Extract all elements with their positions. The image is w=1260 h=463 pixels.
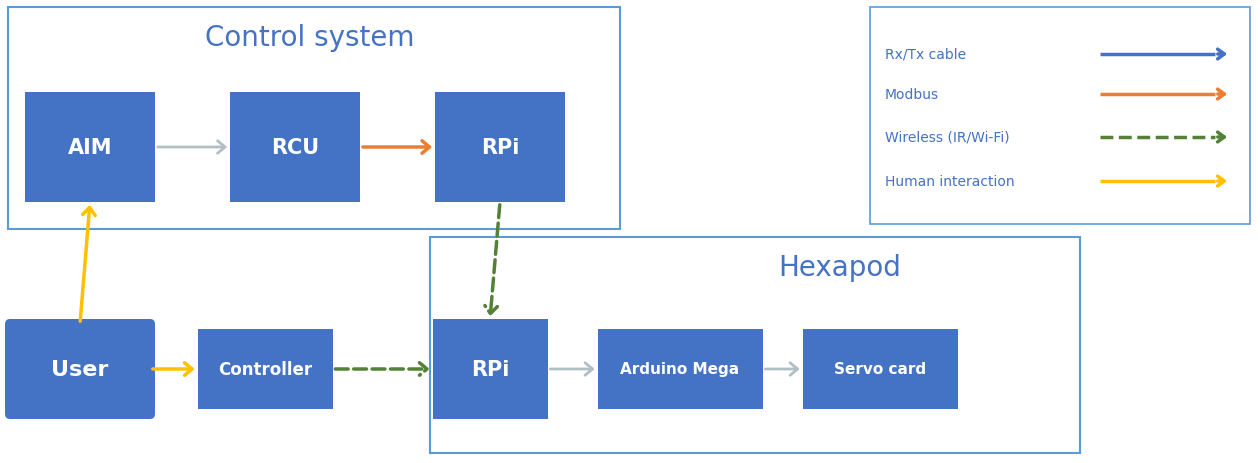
Text: RPi: RPi (471, 359, 509, 379)
Text: Hexapod: Hexapod (779, 253, 901, 282)
Text: Servo card: Servo card (834, 362, 926, 377)
Text: Rx/Tx cable: Rx/Tx cable (885, 48, 966, 62)
FancyBboxPatch shape (231, 93, 360, 202)
Text: Wireless (IR/Wi-Fi): Wireless (IR/Wi-Fi) (885, 131, 1009, 144)
Text: Controller: Controller (218, 360, 312, 378)
Text: AIM: AIM (68, 138, 112, 158)
FancyBboxPatch shape (198, 329, 333, 409)
Text: User: User (52, 359, 108, 379)
Text: Modbus: Modbus (885, 88, 939, 102)
Text: RCU: RCU (271, 138, 319, 158)
Text: Control system: Control system (205, 24, 415, 52)
FancyBboxPatch shape (597, 329, 762, 409)
Text: Human interaction: Human interaction (885, 175, 1014, 188)
Bar (8, 8, 620, 230)
Text: RPi: RPi (481, 138, 519, 158)
FancyBboxPatch shape (25, 93, 155, 202)
Bar (430, 238, 1080, 453)
FancyBboxPatch shape (435, 93, 564, 202)
Text: Arduino Mega: Arduino Mega (620, 362, 740, 377)
Bar (869, 8, 1250, 225)
FancyBboxPatch shape (5, 319, 155, 419)
FancyBboxPatch shape (432, 319, 548, 419)
FancyBboxPatch shape (803, 329, 958, 409)
